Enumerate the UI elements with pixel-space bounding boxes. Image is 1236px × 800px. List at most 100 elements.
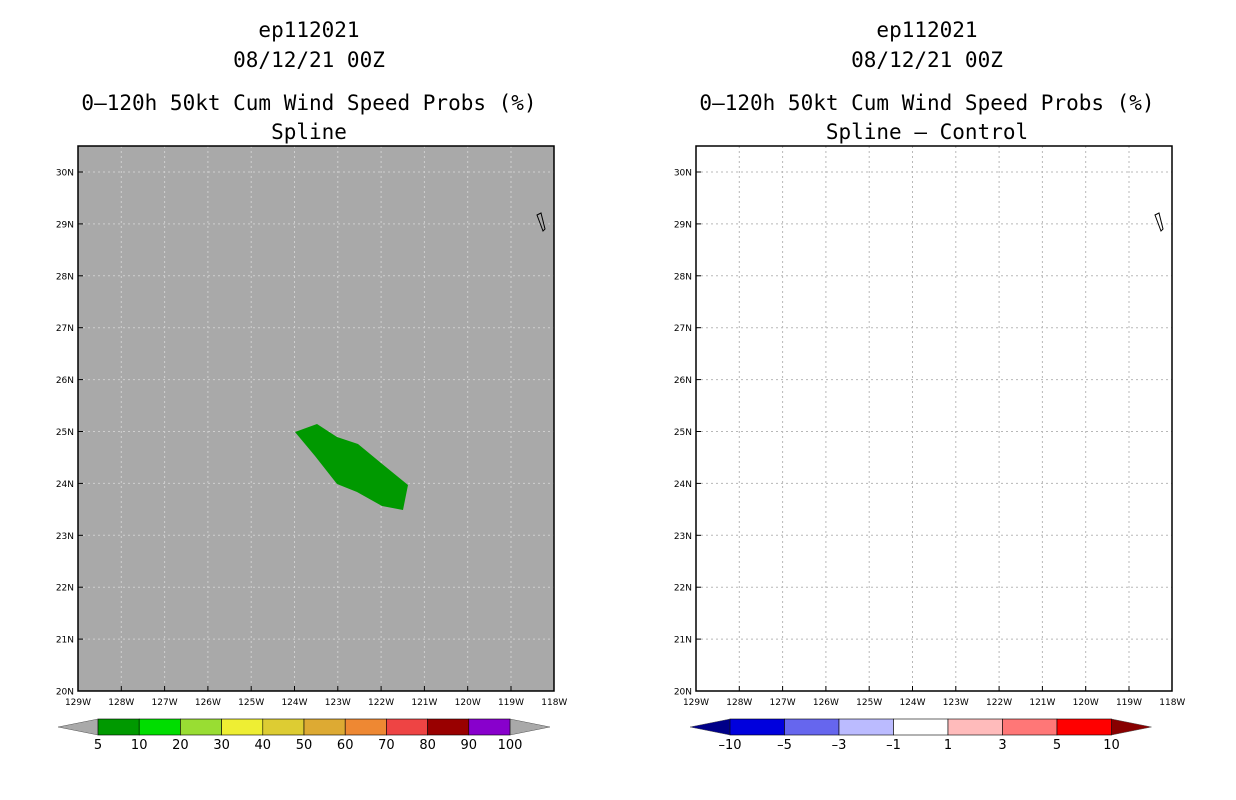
right-lat-label: 27N [674,324,692,334]
right-lon-label: 128W [726,698,752,708]
left-storm-id: ep112021 [258,18,360,42]
left-colorbar-swatch [262,718,305,736]
right-lat-label: 23N [674,532,692,542]
right-lat-label: 29N [674,220,692,230]
right-lon-label: 127W [770,698,796,708]
right-storm-id: ep112021 [876,18,978,42]
right-lon-label: 129W [683,698,709,708]
left-lat-label: 29N [56,220,74,230]
left-colorbar-label: 60 [337,738,354,753]
right-lon-label: 121W [1029,698,1055,708]
right-colorbar-label: 5 [1053,738,1061,753]
left-lon-label: 119W [498,698,524,708]
right-colorbar-label: 1 [944,738,952,753]
left-lon-label: 121W [411,698,437,708]
left-colorbar-label: 50 [296,738,313,753]
left-lon-label: 123W [325,698,351,708]
left-colorbar-swatch [344,718,387,736]
right-colorbar-over-triangle [1111,718,1152,736]
right-lat-label: 28N [674,272,692,282]
left-colorbar-label: 5 [94,738,102,753]
left-lon-label: 129W [65,698,91,708]
right-lon-label: 123W [943,698,969,708]
left-colorbar-swatch [221,718,264,736]
left-lat-label: 27N [56,324,74,334]
right-colorbar-swatch [838,718,894,736]
left-colorbar-label: 70 [378,738,395,753]
right-colorbar-label: 10 [1103,738,1120,753]
left-lon-label: 118W [541,698,567,708]
right-lat-label: 24N [674,480,692,490]
right-lat-label: 21N [674,636,692,646]
right-colorbar-swatch [729,718,785,736]
left-island-outline [536,212,546,232]
left-lon-label: 120W [455,698,481,708]
left-colorbar-label: 90 [461,738,478,753]
left-map: 30N 29N 28N 27N 26N 25N 24N 23N 22N 21N 20N 129W 12… [56,145,567,753]
left-lat-label: 21N [56,636,74,646]
right-lon-label: 126W [813,698,839,708]
right-lat-label: 22N [674,584,692,594]
right-colorbar-label: 3 [998,738,1006,753]
left-colorbar-swatch [97,718,140,736]
right-colorbar-label: –5 [777,738,792,753]
right-lat-label: 26N [674,376,692,386]
right-colorbar-label: –1 [886,738,901,753]
left-colorbar-swatch [180,718,222,736]
right-lon-label: 120W [1073,698,1099,708]
left-colorbar-swatch [386,718,428,736]
left-colorbar-swatch [138,718,181,736]
right-colorbar-swatch [1056,718,1112,736]
left-colorbar-under-triangle [57,718,99,736]
left-lon-label: 128W [108,698,134,708]
right-lon-label: 119W [1116,698,1142,708]
right-map-background [696,146,1172,691]
right-title: 0–120h 50kt Cum Wind Speed Probs (%) [699,91,1155,115]
left-lon-label: 125W [238,698,264,708]
right-map-frame [695,145,1173,692]
left-lat-label: 26N [56,376,74,386]
right-colorbar-swatch [1002,718,1058,736]
right-subtitle: Spline – Control [825,120,1029,144]
left-lon-label: 124W [281,698,307,708]
left-map-background [78,146,554,691]
left-colorbar-label: 80 [419,738,436,753]
left-lat-label: 23N [56,532,74,542]
right-colorbar-label: –3 [832,738,847,753]
left-subtitle: Spline [271,120,347,144]
left-lat-label: 30N [56,169,74,179]
left-date: 08/12/21 00Z [233,48,385,72]
right-colorbar-swatch [893,718,949,736]
left-colorbar-label: 100 [498,738,523,753]
left-colorbar-label: 40 [255,738,272,753]
right-island-outline [1154,212,1164,232]
left-lon-label: 122W [368,698,394,708]
left-colorbar-swatch [427,718,470,736]
left-lon-label: 126W [195,698,221,708]
right-colorbar-swatch [784,718,840,736]
left-probability-region [295,424,408,510]
right-lat-label: 30N [674,169,692,179]
left-colorbar-label: 10 [131,738,148,753]
left-lat-label: 22N [56,584,74,594]
right-lon-label: 118W [1159,698,1185,708]
right-lat-label: 25N [674,428,692,438]
left-lat-label: 24N [56,480,74,490]
left-colorbar-label: 20 [172,738,189,753]
left-colorbar-over-triangle [509,718,551,736]
left-colorbar-swatch [303,718,346,736]
left-lon-label: 127W [152,698,178,708]
left-colorbar-label: 30 [213,738,230,753]
left-lat-label: 25N [56,428,74,438]
left-lat-label: 28N [56,272,74,282]
left-colorbar-swatch [468,718,511,736]
right-lat-label: 20N [674,688,692,698]
right-colorbar-swatch [947,718,1003,736]
right-lon-label: 122W [986,698,1012,708]
right-date: 08/12/21 00Z [851,48,1003,72]
right-colorbar-label: –10 [718,738,741,753]
left-lat-label: 20N [56,688,74,698]
right-colorbar-under-triangle [689,718,731,736]
right-lon-label: 124W [899,698,925,708]
right-map: 30N 29N 28N 27N 26N 25N 24N 23N 22N 21N 20N 129W 12… [674,145,1185,753]
